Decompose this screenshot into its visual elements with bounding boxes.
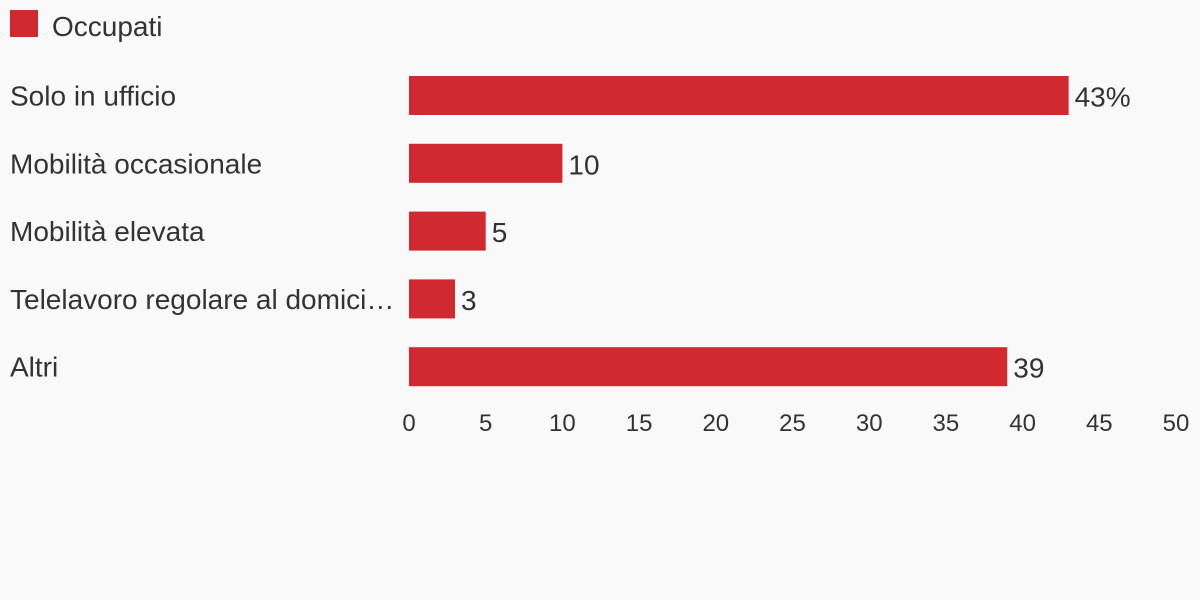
x-tick-label: 20 xyxy=(702,410,729,437)
x-tick-label: 40 xyxy=(1009,410,1036,437)
x-tick-label: 0 xyxy=(402,410,415,437)
x-tick-label: 50 xyxy=(1163,410,1190,437)
category-label: Solo in ufficio xyxy=(10,81,176,112)
data-label: 39 xyxy=(1013,353,1044,384)
x-tick-label: 30 xyxy=(856,410,883,437)
legend-label: Occupati xyxy=(52,11,163,42)
data-label: 5 xyxy=(492,217,508,248)
x-axis-ticks: 0 5 10 15 20 25 30 35 40 45 50 xyxy=(402,410,1189,437)
category-label: Telelavoro regolare al domici… xyxy=(10,284,394,315)
bars-group xyxy=(409,76,1069,387)
bar xyxy=(409,211,486,251)
x-tick-label: 5 xyxy=(479,410,492,437)
legend-swatch xyxy=(10,10,38,37)
data-label: 10 xyxy=(568,149,599,180)
x-tick-label: 45 xyxy=(1086,410,1113,437)
x-tick-label: 10 xyxy=(549,410,576,437)
bar xyxy=(409,143,563,183)
legend: Occupati xyxy=(10,10,163,42)
x-tick-label: 35 xyxy=(933,410,960,437)
category-label: Altri xyxy=(10,352,58,383)
bar xyxy=(409,347,1008,387)
data-label: 3 xyxy=(461,285,477,316)
category-label: Mobilità occasionale xyxy=(10,148,262,179)
x-tick-label: 15 xyxy=(626,410,653,437)
category-label: Mobilità elevata xyxy=(10,216,205,247)
bar xyxy=(409,279,456,319)
x-tick-label: 25 xyxy=(779,410,806,437)
data-label: 43% xyxy=(1075,82,1131,113)
bar xyxy=(409,76,1069,115)
value-labels: 43% 10 5 3 39 xyxy=(461,82,1131,384)
category-labels: Solo in ufficio Mobilità occasionale Mobil… xyxy=(10,81,394,383)
